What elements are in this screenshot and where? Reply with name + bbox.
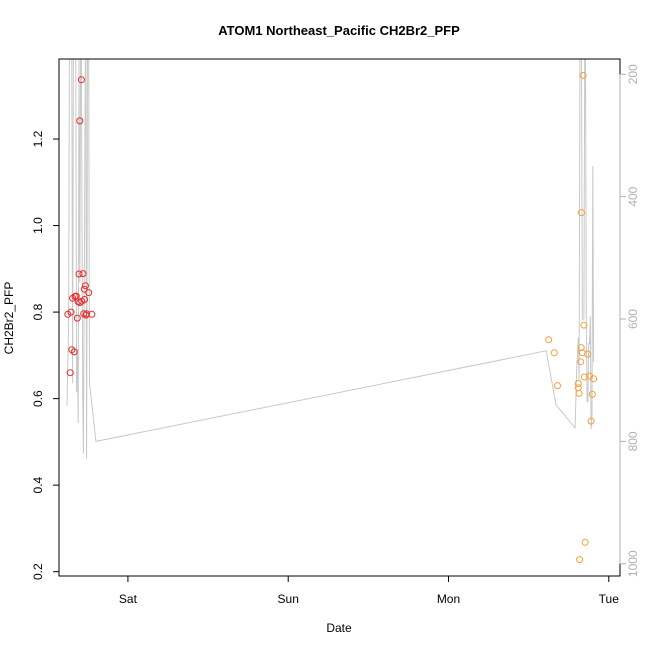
data-point-series-2 [584,350,592,358]
x-tick-label: Sat [119,592,138,606]
y-tick-label: 0.4 [31,476,45,493]
data-point-series-2 [550,349,558,357]
altitude-line [66,58,595,459]
data-point-series-2 [577,358,585,366]
right-tick-label: 400 [626,186,640,206]
y-tick-label: 1.0 [31,217,45,234]
x-tick-label: Mon [437,592,460,606]
y-tick-label: 0.8 [31,303,45,320]
data-point-series-2 [588,390,596,398]
data-point-series-2 [580,321,588,329]
x-tick-label: Tue [599,592,620,606]
x-axis-label: Date [326,621,352,635]
data-point-series-1 [81,296,89,303]
data-point-series-2 [575,389,583,397]
data-point-series-1 [66,369,74,377]
data-point-series-2 [579,71,587,79]
plot-frame [58,58,621,577]
y-tick-label: 0.2 [31,563,45,580]
right-tick-label: 200 [626,64,640,84]
data-point-series-2 [587,417,595,425]
y-axis: 0.2 0.4 0.6 0.8 1.0 1.2 [31,130,60,580]
data-point-series-1 [70,348,78,356]
data-point-series-1 [75,270,83,278]
data-point-series-2 [554,382,561,390]
y-axis-label: CH2Br2_PFP [2,282,16,355]
data-point-series-1 [83,310,91,318]
chart-title: ATOM1 Northeast_Pacific CH2Br2_PFP [218,23,460,38]
x-axis: Sat Sun Mon Tue [119,575,620,606]
data-point-series-1 [85,289,93,297]
data-point-series-1 [76,117,84,125]
right-tick-label: 1000 [626,550,640,577]
data-point-series-1 [67,308,75,316]
data-point-series-2 [576,556,584,564]
data-point-series-1 [76,299,84,307]
x-tick-label: Sun [278,592,299,606]
data-point-series-2 [574,380,582,387]
data-point-series-2 [545,336,553,344]
data-point-series-1 [68,346,76,354]
right-tick-label: 600 [626,309,640,329]
y-tick-label: 1.2 [31,130,45,147]
data-point-series-1 [81,282,89,290]
data-point-series-2 [590,375,598,383]
data-point-series-2 [581,538,589,546]
data-point-series-1 [79,270,87,278]
data-point-series-1 [80,285,88,293]
plot-area [64,58,598,564]
data-point-series-1 [88,310,96,318]
data-point-series-2 [577,344,585,352]
data-point-series-1 [73,314,81,322]
y-tick-label: 0.6 [31,390,45,407]
right-axis: 200 400 600 800 1000 [619,64,640,577]
data-point-series-1 [77,76,85,84]
right-tick-label: 800 [626,431,640,451]
data-point-series-2 [578,209,585,217]
data-point-series-2 [580,373,588,381]
